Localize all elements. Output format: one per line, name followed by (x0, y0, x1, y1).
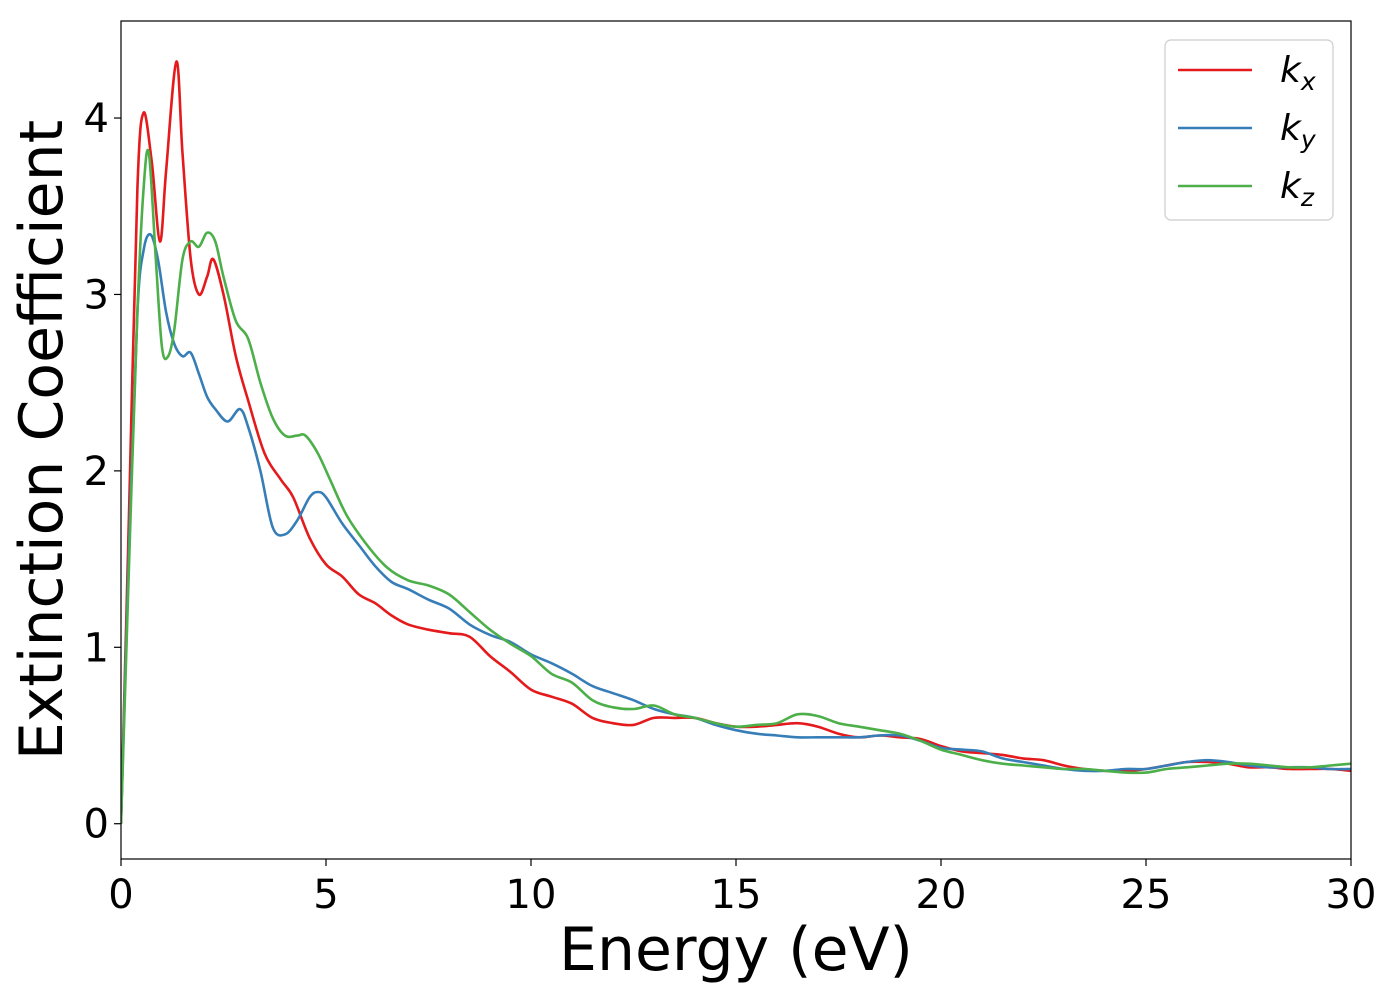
x-tick-label: 20 (916, 872, 967, 918)
x-tick-label: 0 (108, 872, 133, 918)
legend-label-z: kz (1280, 166, 1315, 212)
tick-layer: 0 5 10 15 20 25 30 0 1 2 3 4 (84, 96, 1377, 918)
x-tick-label: 30 (1326, 872, 1377, 918)
y-tick-label: 3 (84, 272, 109, 318)
legend-label-x: kx (1280, 50, 1316, 96)
x-axis-title: Energy (eV) (559, 915, 913, 985)
y-axis-title: Extinction Coefficient (7, 120, 77, 760)
legend-box (1164, 39, 1334, 221)
series-line-z (121, 148, 1351, 824)
legend-label-y: ky (1280, 108, 1317, 154)
y-tick-label: 2 (84, 449, 109, 495)
y-tick-label: 4 (84, 96, 109, 142)
x-tick-label: 15 (711, 872, 762, 918)
x-tick-label: 10 (506, 872, 557, 918)
x-tick-label: 5 (313, 872, 338, 918)
x-tick-label: 25 (1121, 872, 1172, 918)
legend: kx ky kz (1164, 39, 1334, 221)
series-layer (121, 60, 1351, 824)
y-tick-label: 0 (84, 802, 109, 848)
y-tick-label: 1 (84, 625, 109, 671)
